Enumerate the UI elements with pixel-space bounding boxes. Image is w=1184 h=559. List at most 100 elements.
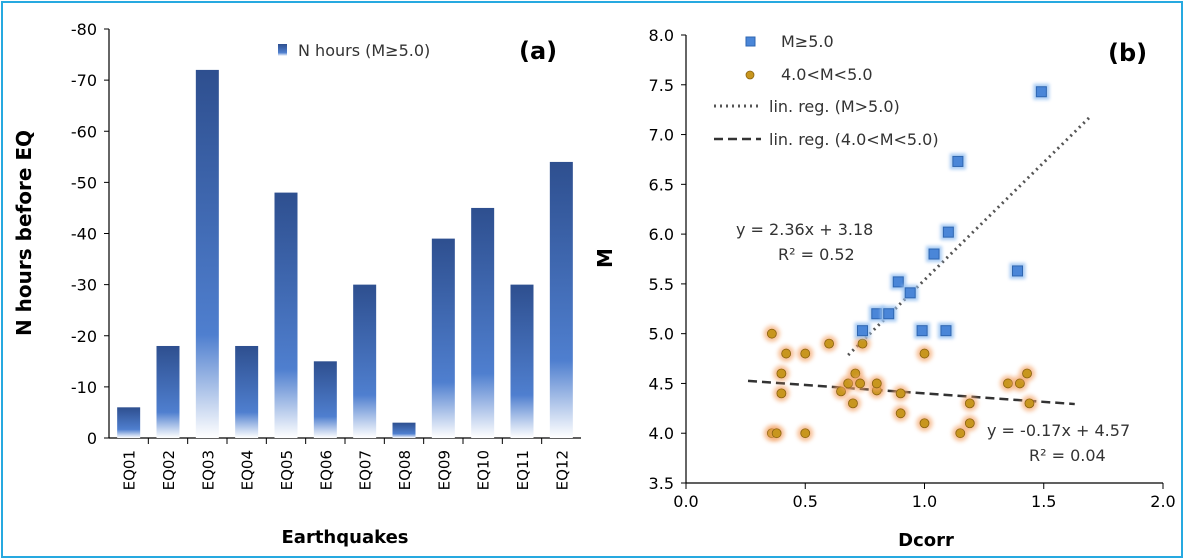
legend-marker-square — [745, 36, 756, 47]
point-4-m-5 — [800, 348, 811, 359]
point-4-m-5 — [857, 338, 868, 349]
panel-a-bar — [274, 192, 298, 438]
panel-a-y-ticks: 0 -10 -20 -30 -40 -50 -60 -70 -80 — [71, 20, 109, 448]
panel-b-x-ticks: 0.0 0.5 1.0 1.5 2.0 — [673, 483, 1176, 511]
point-4-m-5 — [955, 428, 966, 439]
panel-a-y-tick-label: -80 — [71, 20, 97, 39]
panel-a-bar — [353, 284, 377, 438]
panel-a-x-tick-label: EQ08 — [396, 450, 414, 490]
panel-a-y-tick-label: -10 — [71, 378, 97, 397]
panel-a-y-tick-label: -40 — [71, 225, 97, 244]
panel-b-regression-lines — [747, 114, 1093, 406]
panel-a-bar — [510, 284, 534, 438]
panel-a-bar — [313, 361, 337, 438]
point-4-m-5 — [895, 408, 906, 419]
point-4-m-5 — [919, 418, 930, 429]
regression-line-4-5 — [747, 379, 1075, 406]
regression-equation-m5: y = 2.36x + 3.18 — [736, 220, 873, 239]
legend-marker-circle — [745, 70, 755, 80]
point-4-m-5 — [1022, 368, 1032, 379]
point-4-m-5 — [776, 368, 787, 379]
panel-a-bar — [549, 161, 573, 439]
panel-b-y-tick-label: 7.5 — [649, 76, 674, 95]
point-4-m-5 — [824, 338, 834, 349]
point-m-ge-5 — [871, 308, 883, 320]
point-4-m-5 — [964, 398, 975, 409]
panel-a-y-tick-label: -50 — [71, 173, 97, 192]
panel-b-y-ticks: 3.5 4.0 4.5 5.0 5.5 6.0 6.5 7.0 7.5 8.0 — [649, 26, 686, 493]
point-4-m-5 — [848, 398, 858, 409]
panel-a-bar — [117, 407, 141, 438]
panel-a-y-tick-label: -70 — [71, 71, 97, 90]
point-4-m-5 — [855, 378, 866, 389]
point-m-ge-5 — [940, 325, 952, 337]
panel-a-y-tick-label: -20 — [71, 327, 97, 346]
panel-b-y-tick-label: 6.5 — [649, 175, 674, 194]
point-4-m-5 — [771, 428, 782, 439]
panel-b-x-tick-label: 0.0 — [673, 492, 698, 511]
point-m-ge-5 — [904, 287, 916, 299]
panel-a-x-tick-label: EQ01 — [121, 450, 139, 490]
point-4-m-5 — [871, 378, 882, 389]
panel-b-legend: M≥5.0 4.0<M<5.0 lin. reg. (M>5.0) lin. r… — [714, 32, 939, 149]
panel-b-x-tick-label: 2.0 — [1150, 492, 1175, 511]
point-m-ge-5 — [942, 226, 954, 238]
point-4-m-5 — [800, 428, 811, 439]
regression-equation-4-5: y = -0.17x + 4.57 — [987, 421, 1130, 440]
panel-a-bar — [195, 69, 219, 439]
panel-a-legend-label: N hours (M≥5.0) — [298, 41, 430, 60]
panel-a-x-tick-label: EQ09 — [435, 450, 453, 490]
legend-label-linreg-4-5: lin. reg. (4.0<M<5.0) — [769, 130, 939, 149]
panel-a-x-tick-label: EQ07 — [357, 450, 375, 490]
point-m-ge-5 — [928, 248, 940, 260]
panel-b-y-axis-label: M — [593, 248, 617, 268]
panel-b-y-tick-label: 4.0 — [649, 424, 674, 443]
point-m-ge-5 — [952, 155, 964, 167]
panel-b-y-tick-label: 6.0 — [649, 225, 674, 244]
point-4-m-5 — [1003, 378, 1013, 389]
legend-label-4-m-5: 4.0<M<5.0 — [781, 65, 873, 84]
point-m-ge-5 — [856, 325, 868, 337]
panel-b-x-tick-label: 1.0 — [912, 492, 937, 511]
legend-label-linreg-m5: lin. reg. (M>5.0) — [769, 97, 900, 116]
panel-b-y-tick-label: 8.0 — [649, 26, 674, 45]
panel-a-x-tick-label: EQ05 — [278, 450, 296, 490]
panel-a-y-tick-label: -30 — [71, 276, 97, 295]
panel-a-x-tick-label: EQ04 — [239, 450, 257, 490]
panel-a-bar — [471, 207, 495, 438]
panel-a-x-tick-label: EQ12 — [553, 450, 571, 490]
point-4-m-5 — [919, 348, 930, 359]
panel-a-bar — [392, 422, 416, 438]
panel-a-y-tick-label: 0 — [87, 429, 97, 448]
point-4-m-5 — [895, 388, 906, 399]
panel-a-x-ticks: EQ01 EQ02 EQ03 EQ04 EQ05 EQ06 EQ07 EQ08 EQ09 EQ10… — [121, 438, 571, 490]
panel-b-x-axis-label: Dcorr — [898, 530, 954, 551]
point-m-ge-5 — [916, 325, 928, 337]
panel-b-y-tick-label: 3.5 — [649, 474, 674, 493]
panel-b-points — [763, 83, 1050, 442]
point-4-m-5 — [766, 328, 777, 339]
point-m-ge-5 — [1035, 86, 1047, 98]
point-4-m-5 — [1015, 378, 1025, 389]
panel-a-y-tick-label: -60 — [71, 122, 97, 141]
point-4-m-5 — [776, 388, 787, 399]
point-4-m-5 — [781, 348, 792, 359]
panel-a-bar — [431, 238, 455, 438]
panel-a-bar — [235, 345, 259, 438]
panel-a-x-tick-label: EQ10 — [475, 450, 493, 490]
panel-b-y-tick-label: 5.5 — [649, 275, 674, 294]
point-4-m-5 — [964, 418, 975, 429]
point-4-m-5 — [1024, 398, 1035, 409]
panel-a-x-axis-label: Earthquakes — [282, 527, 409, 548]
panel-b-label: (b) — [1108, 39, 1147, 67]
panel-a-legend-swatch — [278, 44, 287, 56]
panel-a-bar-chart: 0-10-20-30-40-50-60-70-80 EQ01 EQ02 EQ03 EQ… — [12, 20, 581, 548]
panel-a-x-tick-label: EQ06 — [317, 450, 335, 490]
panel-b-y-tick-label: 4.5 — [649, 374, 674, 393]
regression-r2-4-5: R² = 0.04 — [1029, 446, 1106, 465]
panel-a-x-tick-label: EQ03 — [199, 450, 217, 490]
panel-b-y-tick-label: 7.0 — [649, 126, 674, 145]
regression-r2-m5: R² = 0.52 — [778, 245, 855, 264]
